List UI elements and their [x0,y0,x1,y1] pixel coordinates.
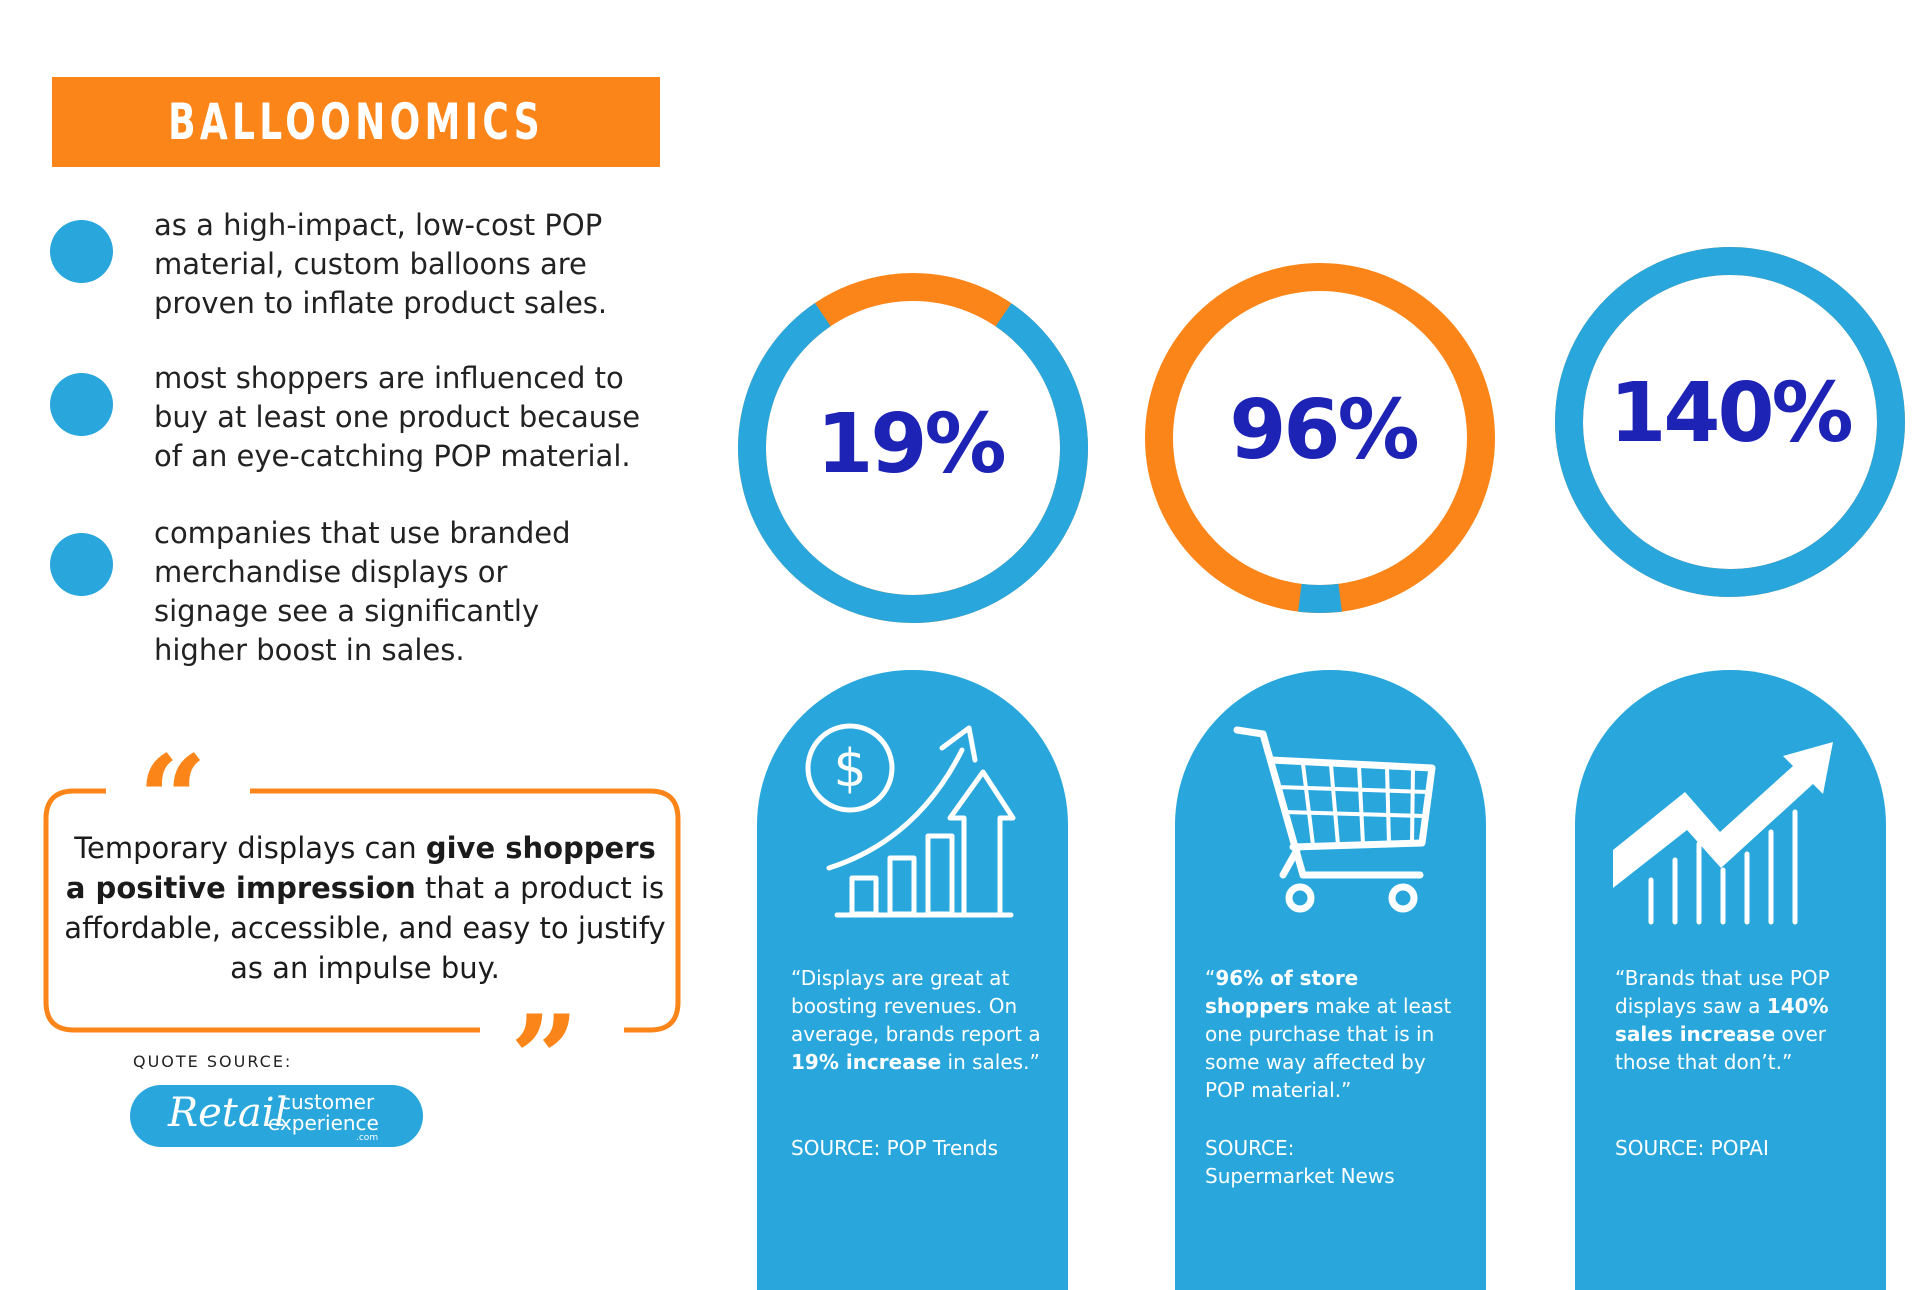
bullet-dot-1 [50,220,113,283]
card-source-2-line1: SOURCE: [1205,1136,1295,1160]
card-source-1-line1: SOURCE: POP Trends [791,1136,999,1160]
card-source-3-line1: SOURCE: POPAI [1615,1136,1769,1160]
card-source-1: SOURCE: POP Trends [791,1134,1051,1162]
stat-ring-2 [1145,263,1495,613]
quote-text: Temporary displays can give shoppers a p… [60,828,670,988]
stat-value-2: 96% [1229,383,1419,478]
logo-experience-text: experience [268,1111,379,1135]
svg-text:$: $ [833,739,866,799]
stat-card-2: “96% of store shoppers make at least one… [1175,670,1486,1290]
logo-retail-text: Retail [168,1090,288,1136]
quote-source-label: QUOTE SOURCE: [133,1052,293,1071]
bullet-dot-2 [50,373,113,436]
card-quote-2-post: make at least one purchase that is in so… [1205,994,1452,1102]
card-quote-2-pre: “ [1205,966,1216,990]
title-banner: BALLOONOMICS [52,77,660,167]
card-quote-3-bold: 140% sales increase [1615,994,1829,1046]
stat-ring-3-arc [1555,247,1905,597]
close-quote-icon: ” [510,989,580,1130]
stat-card-3: “Brands that use POP displays saw a 140%… [1575,670,1886,1290]
card-quote-3: “Brands that use POP displays saw a 140%… [1615,964,1865,1076]
bullet-text-3: companies that use branded merchandise d… [154,516,571,667]
quote-frame [43,788,681,1033]
shopping-cart-icon [1233,726,1436,913]
card-quote-1-bold: 19% increase [791,1050,942,1074]
trend-arrow-icon [1613,742,1833,925]
card-quote-3-pre: “Brands that use POP displays saw a [1615,966,1830,1018]
stat-ring-3 [1555,247,1905,597]
bullet-text-1: as a high-impact, low-cost POP material,… [154,208,608,320]
card-quote-1: “Displays are great at boosting revenues… [791,964,1051,1076]
quote-text-part2: that a product is affordable, accessible… [64,871,666,985]
stat-ring-1-arc [738,273,1088,623]
card-quote-1-pre: “Displays are great at boosting revenues… [791,966,1041,1046]
bullet-dot-3 [50,533,113,596]
card-quote-1-post: in sales.” [941,1050,1040,1074]
stat-card-1: $ “Displays are great at boosting revenu… [757,670,1068,1290]
logo-com-text: .com [356,1133,379,1143]
money-growth-chart-icon: $ [805,723,1016,918]
page-title: BALLOONOMICS [168,93,544,151]
retail-customer-experience-logo: Retail customer experience .com [130,1085,423,1147]
quote-text-part1: Temporary displays can [74,831,426,865]
bullet-text-2: most shoppers are influenced to buy at l… [154,361,641,473]
logo-customer-text: customer [280,1090,375,1114]
stat-ring-1 [738,273,1088,623]
stat-ring-2-arc [1145,263,1495,613]
open-quote-icon: “ [138,729,208,870]
card-source-3: SOURCE: POPAI [1615,1134,1875,1162]
card-quote-3-post: over those that don’t.” [1615,1022,1826,1074]
quote-text-bold: give shoppers a positive impression [65,831,656,905]
stat-value-1: 19% [816,397,1006,492]
card-source-2: SOURCE: Supermarket News [1205,1134,1465,1190]
card-quote-2-bold: 96% of store shoppers [1205,966,1359,1018]
card-quote-2: “96% of store shoppers make at least one… [1205,964,1465,1104]
stat-value-3: 140% [1609,366,1853,461]
card-source-2-line2: Supermarket News [1205,1164,1395,1188]
